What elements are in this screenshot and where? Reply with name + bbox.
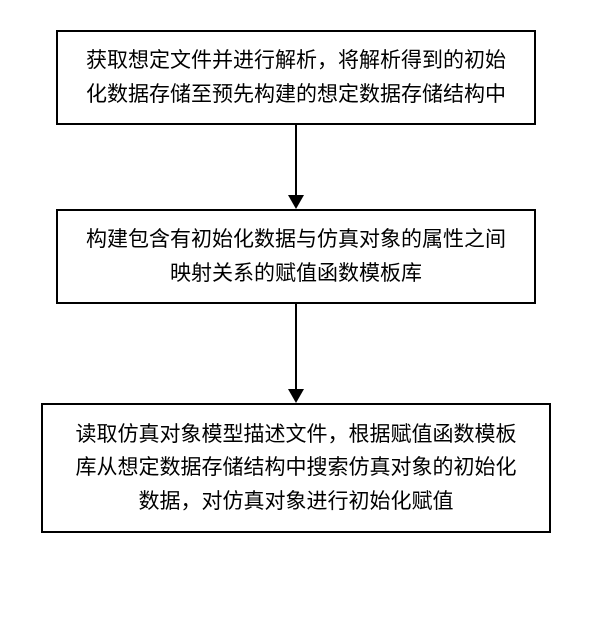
arrow-1-to-2 — [288, 125, 304, 209]
step-1-text: 获取想定文件并进行解析，将解析得到的初始化数据存储至预先构建的想定数据存储结构中 — [82, 44, 510, 111]
arrow-head-icon — [288, 195, 304, 209]
arrow-line — [295, 125, 297, 195]
flowchart-step-3: 读取仿真对象模型描述文件，根据赋值函数模板库从想定数据存储结构中搜索仿真对象的初… — [41, 403, 551, 533]
step-3-text: 读取仿真对象模型描述文件，根据赋值函数模板库从想定数据存储结构中搜索仿真对象的初… — [67, 418, 525, 519]
flowchart-step-1: 获取想定文件并进行解析，将解析得到的初始化数据存储至预先构建的想定数据存储结构中 — [56, 30, 536, 125]
flowchart-step-2: 构建包含有初始化数据与仿真对象的属性之间映射关系的赋值函数模板库 — [56, 209, 536, 304]
arrow-line — [295, 304, 297, 389]
arrow-head-icon — [288, 389, 304, 403]
arrow-2-to-3 — [288, 304, 304, 403]
step-2-text: 构建包含有初始化数据与仿真对象的属性之间映射关系的赋值函数模板库 — [82, 223, 510, 290]
